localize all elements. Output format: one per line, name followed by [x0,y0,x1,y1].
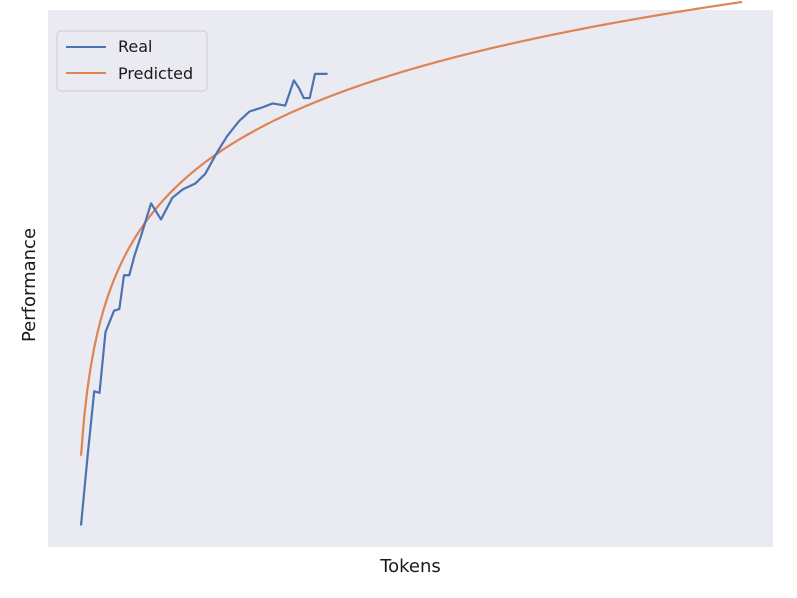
plot-area [48,10,773,547]
legend: Real Predicted [56,30,208,92]
series-layer [79,0,743,526]
x-axis-label: Tokens [379,556,441,577]
y-axis-label: Performance [19,228,40,342]
legend-label-real: Real [118,37,153,56]
legend-label-predicted: Predicted [118,64,193,83]
series-line-real [79,72,328,526]
series-line-predicted [79,0,743,456]
